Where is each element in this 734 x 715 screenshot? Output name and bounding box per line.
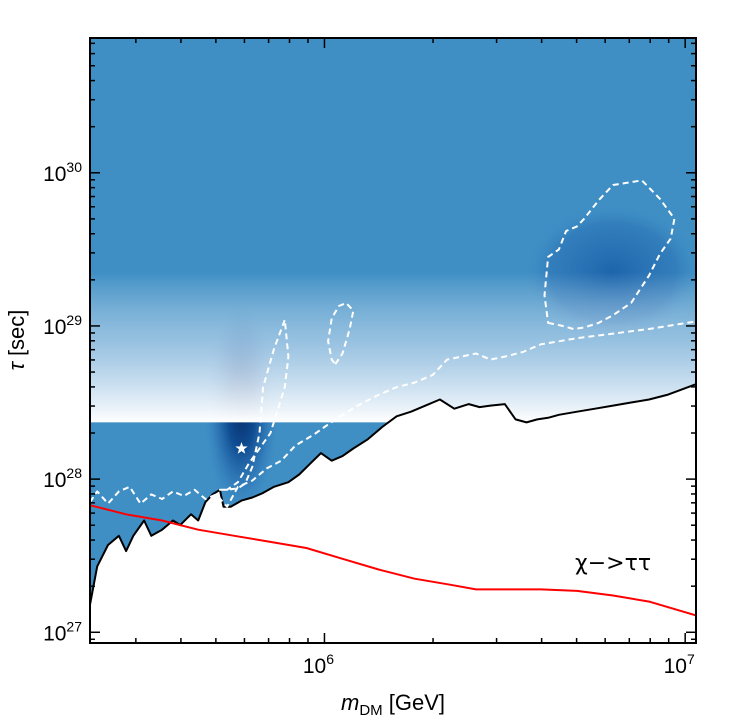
y-tick-label: 1029 xyxy=(43,312,82,339)
x-tick-label: 106 xyxy=(303,651,334,678)
best-fit-star-marker xyxy=(235,442,248,454)
y-tick-label: 1028 xyxy=(43,465,82,492)
tick-layer xyxy=(90,38,696,643)
series-2-sigma-contour-island-1 xyxy=(218,318,290,491)
heatmap-shading xyxy=(90,202,696,521)
heat-fade-band xyxy=(90,272,696,423)
series-2-sigma-contour-island-3 xyxy=(543,179,676,330)
y-tick-label: 1030 xyxy=(43,159,82,186)
annotation-label: χ−>ττ xyxy=(575,551,651,576)
series-2-sigma-contour-island-2 xyxy=(327,302,355,366)
x-axis-title: mDM [GeV] xyxy=(341,690,445,715)
series-excluded-limit xyxy=(90,383,696,605)
y-tick-label: 1027 xyxy=(43,618,82,645)
y-axis-title: τ [sec] xyxy=(4,310,29,371)
excluded-region xyxy=(90,384,696,643)
series-tau-tau-channel xyxy=(90,504,696,617)
x-tick-label: 107 xyxy=(664,651,695,678)
series-2-sigma-contour-lower xyxy=(90,320,696,508)
label-layer: 106 107 1027 1028 1029 1030 xyxy=(43,159,695,678)
series-layer xyxy=(90,179,696,617)
